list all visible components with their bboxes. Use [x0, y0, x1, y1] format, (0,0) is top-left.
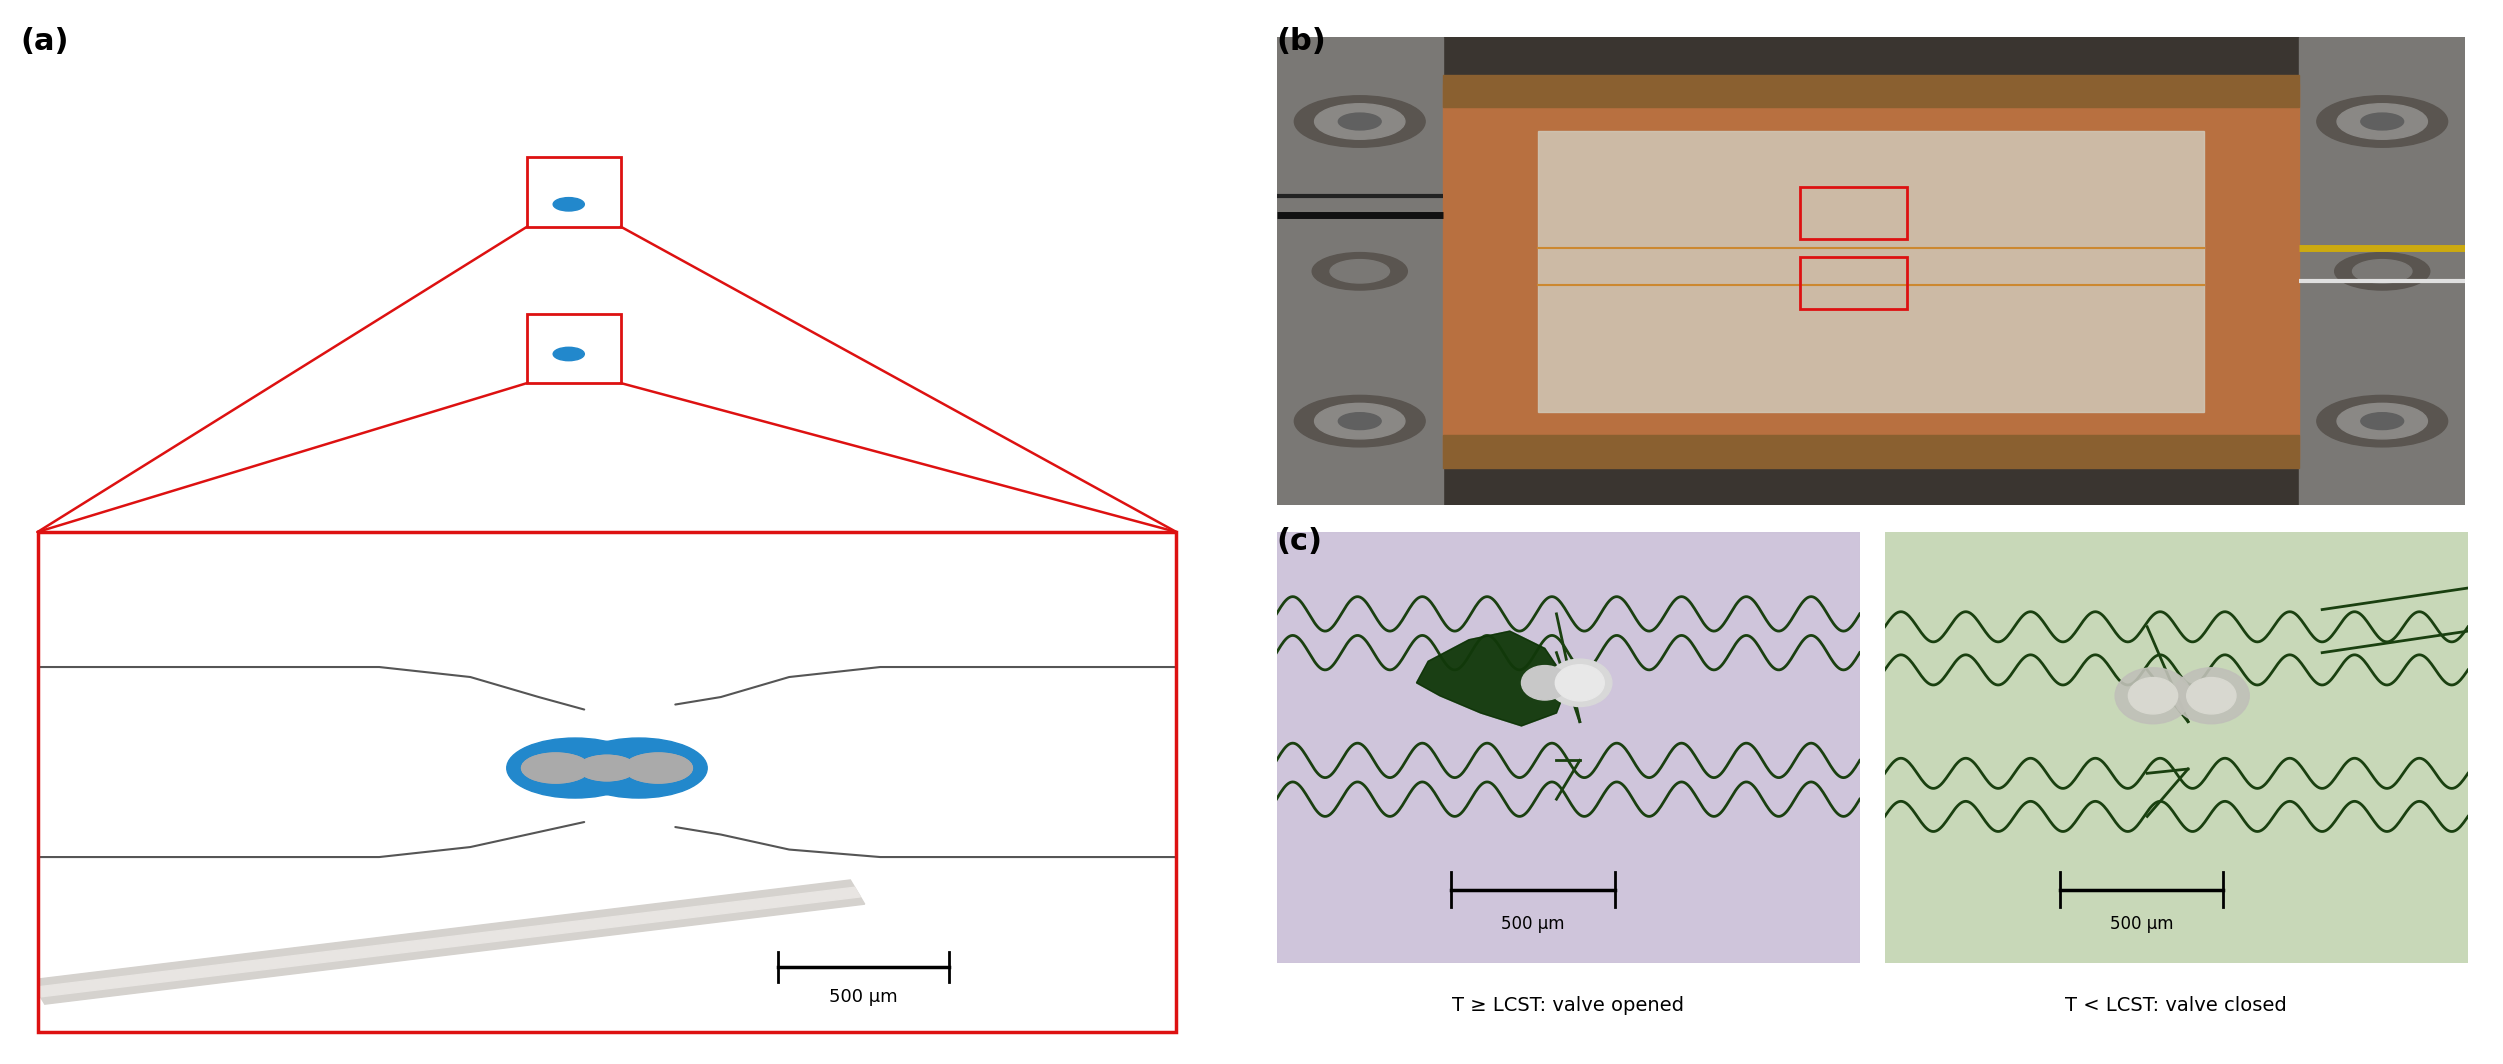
- Circle shape: [1554, 665, 1604, 701]
- Polygon shape: [1417, 631, 1567, 726]
- Polygon shape: [528, 167, 663, 260]
- Circle shape: [506, 738, 643, 798]
- Bar: [1537, 131, 2203, 412]
- Circle shape: [633, 758, 683, 779]
- Circle shape: [2353, 260, 2413, 283]
- Circle shape: [536, 415, 551, 422]
- Circle shape: [1522, 666, 1567, 700]
- Bar: [2298, 37, 2465, 505]
- Circle shape: [521, 753, 591, 783]
- Circle shape: [2128, 678, 2178, 714]
- Circle shape: [623, 753, 693, 783]
- Polygon shape: [35, 887, 861, 997]
- Bar: [1442, 435, 2298, 468]
- Polygon shape: [30, 880, 864, 1004]
- Circle shape: [135, 167, 163, 179]
- Bar: [528, 157, 621, 227]
- Polygon shape: [676, 667, 881, 858]
- Circle shape: [2115, 668, 2190, 724]
- Circle shape: [531, 758, 581, 779]
- Circle shape: [971, 167, 999, 179]
- Text: (c): (c): [1277, 527, 1322, 555]
- Circle shape: [588, 760, 626, 777]
- Text: (a): (a): [20, 27, 68, 55]
- Circle shape: [571, 738, 708, 798]
- Polygon shape: [663, 129, 901, 217]
- Circle shape: [1339, 113, 1382, 130]
- Circle shape: [1294, 396, 1424, 447]
- Circle shape: [2173, 668, 2250, 724]
- Circle shape: [1339, 413, 1382, 430]
- Bar: [528, 314, 621, 383]
- Circle shape: [1547, 659, 1612, 706]
- Circle shape: [553, 198, 583, 211]
- Bar: [1800, 257, 1907, 309]
- Bar: [1442, 84, 2298, 459]
- Circle shape: [1314, 103, 1404, 139]
- Circle shape: [135, 342, 163, 353]
- Circle shape: [1312, 252, 1407, 290]
- Bar: [1277, 37, 1442, 505]
- Text: T < LCST: valve closed: T < LCST: valve closed: [2065, 996, 2288, 1015]
- Circle shape: [521, 753, 591, 783]
- Circle shape: [1314, 403, 1404, 439]
- Text: 500 μm: 500 μm: [828, 988, 899, 1007]
- Circle shape: [2335, 252, 2430, 290]
- Circle shape: [623, 753, 693, 783]
- Circle shape: [2318, 96, 2448, 147]
- Polygon shape: [663, 303, 901, 392]
- Text: 500 μm: 500 μm: [2110, 915, 2173, 933]
- Polygon shape: [248, 140, 423, 205]
- Circle shape: [2360, 113, 2403, 130]
- Circle shape: [578, 755, 636, 781]
- Circle shape: [1329, 260, 1389, 283]
- Circle shape: [536, 98, 551, 105]
- Circle shape: [553, 347, 583, 361]
- Text: (b): (b): [1277, 27, 1327, 55]
- Circle shape: [578, 755, 636, 781]
- Text: 500 μm: 500 μm: [1502, 915, 1564, 933]
- Polygon shape: [1417, 631, 1567, 726]
- Bar: [1442, 74, 2298, 107]
- Polygon shape: [380, 667, 583, 858]
- Circle shape: [2188, 678, 2235, 714]
- Text: T ≥ LCST: valve opened: T ≥ LCST: valve opened: [1452, 996, 1685, 1015]
- Polygon shape: [248, 315, 423, 380]
- Polygon shape: [528, 271, 663, 353]
- Circle shape: [2318, 396, 2448, 447]
- Circle shape: [971, 342, 999, 353]
- Circle shape: [2360, 413, 2403, 430]
- Circle shape: [2338, 103, 2428, 139]
- Circle shape: [2338, 403, 2428, 439]
- Bar: [1800, 187, 1907, 238]
- Circle shape: [1294, 96, 1424, 147]
